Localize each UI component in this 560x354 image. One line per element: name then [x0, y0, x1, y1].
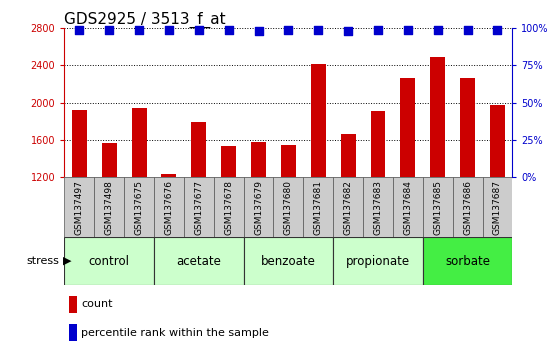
Point [254, 28, 263, 34]
FancyBboxPatch shape [154, 237, 244, 285]
Bar [192, 122, 206, 177]
Point [105, 27, 114, 33]
FancyBboxPatch shape [452, 177, 483, 237]
Point [284, 27, 293, 33]
FancyBboxPatch shape [423, 237, 512, 285]
Bar [72, 110, 87, 177]
Text: benzoate: benzoate [261, 255, 316, 268]
FancyBboxPatch shape [423, 177, 452, 237]
Text: GSM137683: GSM137683 [374, 179, 382, 235]
Point [224, 27, 233, 33]
Bar [430, 57, 445, 177]
Point [493, 27, 502, 33]
Bar [251, 142, 266, 177]
Text: GDS2925 / 3513_f_at: GDS2925 / 3513_f_at [64, 12, 226, 28]
FancyBboxPatch shape [273, 177, 304, 237]
Bar [311, 64, 326, 177]
Bar [102, 143, 116, 177]
Bar [221, 146, 236, 177]
Point [75, 27, 84, 33]
FancyBboxPatch shape [393, 177, 423, 237]
Text: GSM137676: GSM137676 [165, 179, 174, 235]
FancyBboxPatch shape [94, 177, 124, 237]
Bar [132, 108, 147, 177]
Text: GSM137681: GSM137681 [314, 179, 323, 235]
FancyBboxPatch shape [214, 177, 244, 237]
Text: GSM137677: GSM137677 [194, 179, 203, 235]
Text: GSM137678: GSM137678 [224, 179, 233, 235]
Point [463, 27, 472, 33]
Bar [400, 78, 416, 177]
Text: control: control [88, 255, 130, 268]
Bar [69, 296, 77, 313]
Text: GSM137679: GSM137679 [254, 179, 263, 235]
Text: acetate: acetate [176, 255, 221, 268]
Text: GSM137685: GSM137685 [433, 179, 442, 235]
Text: GSM137680: GSM137680 [284, 179, 293, 235]
Text: count: count [81, 299, 113, 309]
Bar [340, 134, 356, 177]
Text: GSM137686: GSM137686 [463, 179, 472, 235]
Text: GSM137682: GSM137682 [344, 179, 353, 235]
FancyBboxPatch shape [304, 177, 333, 237]
FancyBboxPatch shape [333, 237, 423, 285]
Text: stress: stress [26, 256, 59, 266]
Text: GSM137497: GSM137497 [75, 179, 84, 235]
Bar [460, 78, 475, 177]
Text: ▶: ▶ [63, 256, 72, 266]
Point [134, 27, 143, 33]
FancyBboxPatch shape [154, 177, 184, 237]
FancyBboxPatch shape [363, 177, 393, 237]
Point [403, 27, 412, 33]
Bar [69, 324, 77, 341]
Point [194, 27, 203, 33]
Point [374, 27, 382, 33]
FancyBboxPatch shape [124, 177, 154, 237]
Point [433, 27, 442, 33]
FancyBboxPatch shape [244, 237, 333, 285]
Text: GSM137498: GSM137498 [105, 179, 114, 235]
FancyBboxPatch shape [333, 177, 363, 237]
FancyBboxPatch shape [244, 177, 273, 237]
Point [165, 27, 174, 33]
Point [314, 27, 323, 33]
Text: percentile rank within the sample: percentile rank within the sample [81, 328, 269, 338]
Bar [371, 111, 385, 177]
Bar [161, 174, 176, 177]
FancyBboxPatch shape [64, 177, 94, 237]
Bar [490, 104, 505, 177]
Text: sorbate: sorbate [445, 255, 490, 268]
FancyBboxPatch shape [64, 237, 154, 285]
Bar [281, 145, 296, 177]
Text: GSM137675: GSM137675 [134, 179, 143, 235]
FancyBboxPatch shape [184, 177, 214, 237]
Text: GSM137684: GSM137684 [403, 179, 412, 235]
Text: GSM137687: GSM137687 [493, 179, 502, 235]
FancyBboxPatch shape [483, 177, 512, 237]
Text: propionate: propionate [346, 255, 410, 268]
Point [344, 28, 353, 34]
